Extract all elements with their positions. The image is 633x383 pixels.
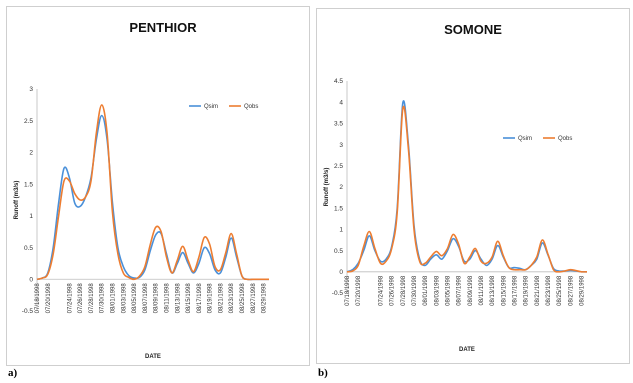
x-tick-label: 08/15/1998 [501,275,507,306]
panel-label-a: a) [8,367,18,379]
x-tick-label: 07/26/1998 [390,275,396,306]
series-line-qsim [346,100,588,273]
x-tick-label: 08/03/1998 [434,275,440,306]
somone-chart: SOMONE 4.5 4 3.5 3 2.5 2 1.5 1 0.5 0 -0.5 07/18/1998… [324,22,588,353]
x-tick-label: 08/29/1998 [579,275,585,306]
x-tick-label: 08/13/1998 [490,275,496,306]
y-tick-label: 0 [339,269,343,276]
x-axis-title: DATE [145,354,161,360]
x-tick-label: 08/27/1998 [251,283,257,314]
y-tick-label: 1 [339,227,343,234]
x-tick-label: 07/30/1998 [412,275,418,306]
x-tick-label: 08/17/1998 [197,283,203,314]
y-tick-label: 4.5 [334,78,343,85]
x-tick-label: 08/25/1998 [557,275,563,306]
x-tick-label: 08/19/1998 [524,275,530,306]
x-tick-label: 08/09/1998 [468,275,474,306]
chart-title: PENTHIOR [129,20,197,35]
legend-label-qobs: Qobs [558,136,572,142]
x-axis-title: DATE [459,347,475,353]
y-tick-label: 3 [339,142,343,149]
y-tick-label: 0 [29,276,33,283]
y-tick-label: 2.5 [24,118,33,125]
x-tick-label: 08/01/1998 [110,283,116,314]
x-tick-label: 08/05/1998 [446,275,452,306]
panel-label-b: b) [318,367,328,379]
x-tick-label: 07/18/1998 [345,275,351,306]
x-tick-label: 08/11/1998 [164,283,170,313]
x-tick-label: 08/23/1998 [546,275,552,306]
y-tick-label: -0.5 [332,290,344,297]
x-tick-label: 07/26/1998 [78,283,84,314]
chart-panel-somone: SOMONE 4.5 4 3.5 3 2.5 2 1.5 1 0.5 0 -0.5 07/18/1998… [316,8,630,364]
y-tick-label: 1.5 [334,205,343,212]
series-line-qsim [36,114,269,281]
x-tick-label: 08/21/1998 [535,275,541,306]
x-tick-label: 08/15/1998 [186,283,192,314]
x-tick-label: 08/09/1998 [154,283,160,314]
x-tick-label: 08/27/1998 [568,275,574,306]
y-axis-title: Runoff (m3/s) [14,181,20,220]
x-tick-label: 08/23/1998 [229,283,235,314]
x-tick-label: 07/20/1998 [46,283,52,314]
x-tick-label: 07/28/1998 [401,275,407,306]
x-tick-label: 08/25/1998 [240,283,246,314]
y-axis-title: Runoff (m3/s) [324,168,330,207]
x-tick-label: 08/11/1998 [479,275,485,305]
chart-title: SOMONE [444,22,502,37]
x-tick-label: 07/30/1998 [100,283,106,314]
y-tick-label: 2 [29,150,33,157]
x-tick-label: 08/19/1998 [208,283,214,314]
chart-panel-penthior: PENTHIOR 3 2.5 2 1.5 1 0.5 0 -0.5 07/18/1998 07/20… [6,6,310,366]
y-tick-label: 3.5 [334,121,343,128]
x-tick-label: 08/05/1998 [132,283,138,314]
legend-label-qobs: Qobs [244,104,258,110]
x-tick-label: 07/18/1998 [35,283,41,314]
x-tick-label: 07/28/1998 [89,283,95,314]
y-tick-label: 2.5 [334,163,343,170]
x-tick-label: 08/01/1998 [423,275,429,306]
y-tick-label: 0.5 [24,245,33,252]
legend-label-qsim: Qsim [204,104,218,110]
y-tick-label: 4 [339,99,343,106]
y-tick-label: 0.5 [334,248,343,255]
y-tick-label: -0.5 [22,308,34,315]
x-tick-label: 07/24/1998 [67,283,73,314]
x-tick-label: 08/07/1998 [143,283,149,314]
x-tick-label: 08/29/1998 [262,283,268,314]
y-tick-label: 3 [29,86,33,93]
series-line-qobs [346,105,588,273]
x-tick-label: 08/07/1998 [457,275,463,306]
x-tick-label: 08/17/1998 [512,275,518,306]
x-tick-label: 07/20/1998 [356,275,362,306]
y-tick-label: 1 [29,213,33,220]
x-tick-label: 07/24/1998 [379,275,385,306]
legend-label-qsim: Qsim [518,136,532,142]
penthior-chart: PENTHIOR 3 2.5 2 1.5 1 0.5 0 -0.5 07/18/1998 07/20… [14,20,269,360]
series-line-qobs [36,104,269,281]
x-tick-label: 08/21/1998 [218,283,224,314]
x-tick-label: 08/03/1998 [121,283,127,314]
x-tick-label: 08/13/1998 [175,283,181,314]
y-tick-label: 2 [339,184,343,191]
y-tick-label: 1.5 [24,181,33,188]
